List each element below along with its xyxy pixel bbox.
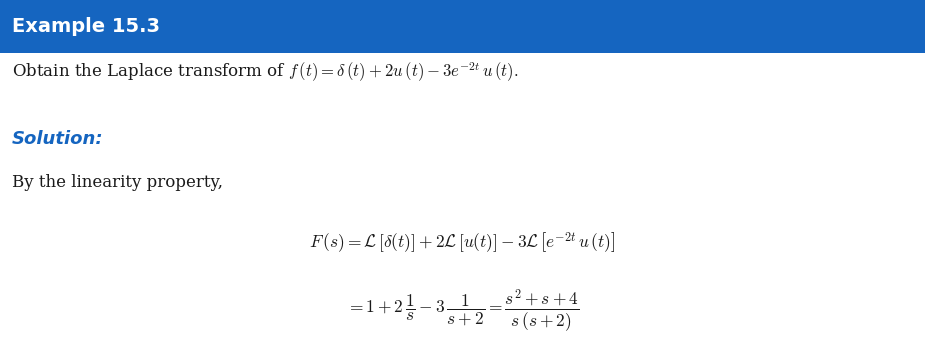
Text: $= 1 + 2\,\dfrac{1}{s} - 3\,\dfrac{1}{s+2} = \dfrac{s^2+s+4}{s\,(s+2)}$: $= 1 + 2\,\dfrac{1}{s} - 3\,\dfrac{1}{s+… (346, 287, 579, 334)
Text: Obtain the Laplace transform of $f\,(t) = \delta\,(t) + 2u\,(t) - 3e^{-2t}\,u\,(: Obtain the Laplace transform of $f\,(t) … (12, 60, 518, 84)
Text: By the linearity property,: By the linearity property, (12, 174, 223, 191)
Text: Example 15.3: Example 15.3 (12, 17, 160, 36)
Text: Solution:: Solution: (12, 130, 104, 148)
FancyBboxPatch shape (0, 0, 925, 53)
Text: $F\,(s) = \mathcal{L}\,[\delta(t)] + 2\mathcal{L}\,[u(t)] - 3\mathcal{L}\,\left[: $F\,(s) = \mathcal{L}\,[\delta(t)] + 2\m… (309, 231, 616, 256)
